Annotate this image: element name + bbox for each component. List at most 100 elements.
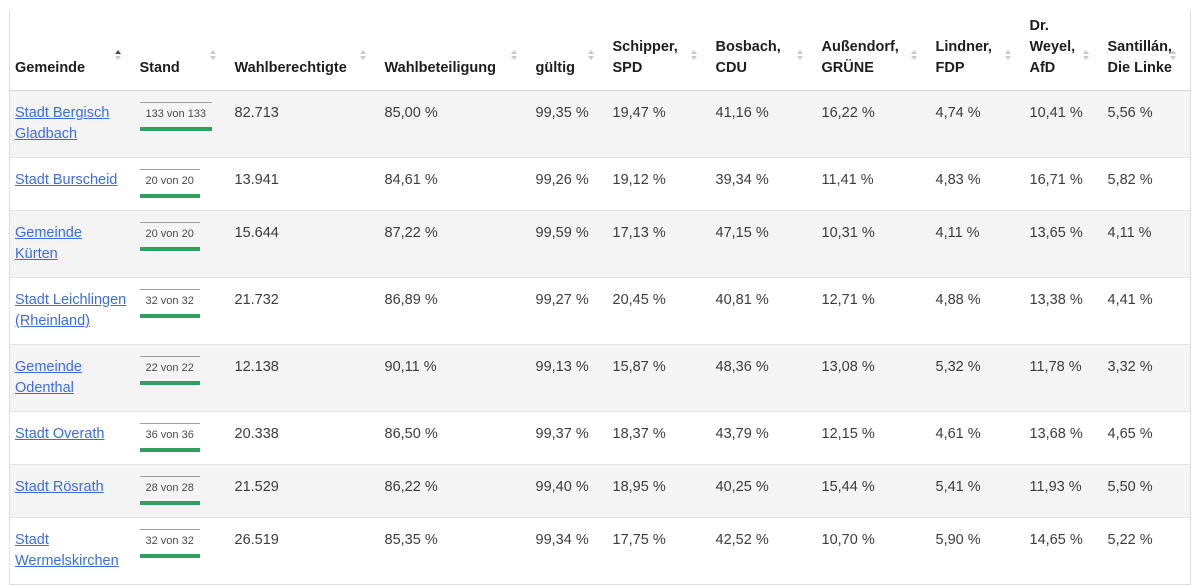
cell-cdu: 41,16 % xyxy=(715,105,769,121)
header-row: Gemeinde Stand Wahlberechtigte Wahlbeteilig… xyxy=(9,10,1191,91)
stand-progress: 36 von 36 xyxy=(139,423,200,452)
table-header: Gemeinde Stand Wahlberechtigte Wahlbeteilig… xyxy=(9,10,1191,91)
table-row: Gemeinde Kürten 20 von 20 15.644 87,22 % 99,… xyxy=(9,210,1191,278)
cell-fdp: 5,41 % xyxy=(935,479,981,495)
sort-icon xyxy=(1170,50,1176,60)
header-cell-spd[interactable]: Schipper, SPD xyxy=(607,10,711,91)
cell-gruene: 12,15 % xyxy=(821,426,875,442)
cell-gemeinde: Stadt Burscheid xyxy=(10,158,135,211)
sort-icon xyxy=(1004,50,1011,60)
cell-wahlberechtigte: 21.529 xyxy=(234,479,279,495)
stand-progress: 22 von 22 xyxy=(139,356,200,385)
cell-stand: 32 von 32 xyxy=(135,278,230,345)
column-label: Bosbach, CDU xyxy=(715,39,781,76)
header-cell-cdu[interactable]: Bosbach, CDU xyxy=(710,10,817,91)
cell-stand: 20 von 20 xyxy=(135,158,230,211)
table-row: Stadt Bergisch Gladbach 133 von 133 82.713… xyxy=(9,90,1191,158)
table-row: Gemeinde Odenthal 22 von 22 12.138 90,11 % 9… xyxy=(9,344,1191,412)
column-label: Wahlberechtigte xyxy=(234,60,347,76)
cell-stand: 22 von 22 xyxy=(135,345,230,412)
cell-linke: 5,56 % xyxy=(1107,105,1153,121)
stand-progress: 28 von 28 xyxy=(139,476,200,505)
cell-spd: 17,75 % xyxy=(612,532,666,548)
cell-cdu: 42,52 % xyxy=(715,532,769,548)
sort-icon xyxy=(359,50,366,60)
cell-fdp: 4,83 % xyxy=(935,172,981,188)
cell-stand: 20 von 20 xyxy=(135,211,230,278)
cell-gueltig: 99,59 % xyxy=(535,225,589,241)
header-cell-afd[interactable]: Dr. Weyel, AfD xyxy=(1024,10,1103,91)
cell-afd: 10,41 % xyxy=(1029,105,1083,121)
cell-gemeinde: Stadt Leichlingen (Rheinland) xyxy=(10,278,135,345)
table-row: Stadt Rösrath 28 von 28 21.529 86,22 % 99,40… xyxy=(9,464,1191,518)
cell-wahlbeteiligung: 85,35 % xyxy=(384,532,438,548)
column-label: Wahlbeteiligung xyxy=(384,60,496,76)
stand-progress: 20 von 20 xyxy=(139,169,200,198)
cell-stand: 36 von 36 xyxy=(135,412,230,465)
municipality-link[interactable]: Stadt Wermelskirchen xyxy=(15,532,119,569)
header-cell-gemeinde[interactable]: Gemeinde xyxy=(9,10,135,91)
cell-wahlberechtigte: 15.644 xyxy=(234,225,279,241)
cell-gruene: 12,71 % xyxy=(821,292,875,308)
cell-gueltig: 99,35 % xyxy=(535,105,589,121)
cell-gruene: 11,41 % xyxy=(821,172,874,188)
header-cell-fdp[interactable]: Lindner, FDP xyxy=(930,10,1025,91)
column-label: gültig xyxy=(535,60,575,76)
municipality-link[interactable]: Gemeinde Odenthal xyxy=(15,359,82,396)
cell-fdp: 5,32 % xyxy=(935,359,981,375)
cell-linke: 4,65 % xyxy=(1107,426,1153,442)
table-row: Stadt Wermelskirchen 32 von 32 26.519 85,35… xyxy=(9,517,1191,585)
cell-gueltig: 99,40 % xyxy=(535,479,589,495)
column-label: Außendorf, GRÜNE xyxy=(821,39,899,76)
cell-gemeinde: Stadt Overath xyxy=(10,412,135,465)
cell-gemeinde: Stadt Wermelskirchen xyxy=(10,518,135,585)
cell-gueltig: 99,26 % xyxy=(535,172,589,188)
municipality-link[interactable]: Stadt Rösrath xyxy=(15,479,104,495)
cell-gruene: 10,31 % xyxy=(821,225,875,241)
header-cell-gruene[interactable]: Außendorf, GRÜNE xyxy=(816,10,931,91)
table-body: Stadt Bergisch Gladbach 133 von 133 82.713… xyxy=(9,90,1191,585)
stand-progress: 32 von 32 xyxy=(139,289,200,318)
municipality-link[interactable]: Stadt Burscheid xyxy=(15,172,118,188)
header-cell-wahlbeteiligung[interactable]: Wahlbeteiligung xyxy=(379,10,531,91)
cell-gueltig: 99,34 % xyxy=(535,532,589,548)
header-cell-gueltig[interactable]: gültig xyxy=(530,10,608,91)
header-cell-stand[interactable]: Stand xyxy=(134,10,230,91)
cell-wahlberechtigte: 82.713 xyxy=(234,105,279,121)
cell-gemeinde: Gemeinde Odenthal xyxy=(10,345,135,412)
cell-cdu: 40,25 % xyxy=(715,479,769,495)
cell-stand: 28 von 28 xyxy=(135,465,230,518)
column-label: Santillán, Die Linke xyxy=(1107,39,1172,76)
cell-wahlbeteiligung: 86,89 % xyxy=(384,292,438,308)
cell-fdp: 5,90 % xyxy=(935,532,981,548)
cell-stand: 133 von 133 xyxy=(135,91,230,158)
cell-gruene: 15,44 % xyxy=(821,479,875,495)
sort-icon xyxy=(209,50,216,60)
cell-spd: 19,12 % xyxy=(612,172,666,188)
cell-spd: 20,45 % xyxy=(612,292,666,308)
header-cell-linke[interactable]: Santillán, Die Linke xyxy=(1102,10,1191,91)
stand-progress: 20 von 20 xyxy=(139,222,200,251)
header-cell-wahlberechtigte[interactable]: Wahlberechtigte xyxy=(229,10,380,91)
cell-fdp: 4,74 % xyxy=(935,105,981,121)
cell-wahlberechtigte: 12.138 xyxy=(234,359,279,375)
cell-spd: 19,47 % xyxy=(612,105,666,121)
cell-linke: 5,50 % xyxy=(1107,479,1153,495)
sort-icon xyxy=(510,50,517,60)
cell-afd: 11,78 % xyxy=(1029,359,1082,375)
sort-icon xyxy=(114,50,121,60)
cell-stand: 32 von 32 xyxy=(135,518,230,585)
column-label: Schipper, SPD xyxy=(612,39,678,76)
cell-gruene: 10,70 % xyxy=(821,532,875,548)
cell-cdu: 40,81 % xyxy=(715,292,769,308)
municipality-link[interactable]: Stadt Bergisch Gladbach xyxy=(15,105,110,142)
municipality-link[interactable]: Stadt Overath xyxy=(15,426,105,442)
municipality-link[interactable]: Stadt Leichlingen (Rheinland) xyxy=(15,292,127,329)
cell-wahlbeteiligung: 85,00 % xyxy=(384,105,438,121)
municipality-link[interactable]: Gemeinde Kürten xyxy=(15,225,82,262)
cell-gueltig: 99,13 % xyxy=(535,359,589,375)
sort-icon xyxy=(910,50,917,60)
cell-cdu: 43,79 % xyxy=(715,426,769,442)
cell-gemeinde: Gemeinde Kürten xyxy=(10,211,135,278)
results-table: Gemeinde Stand Wahlberechtigte Wahlbeteilig… xyxy=(9,10,1191,585)
